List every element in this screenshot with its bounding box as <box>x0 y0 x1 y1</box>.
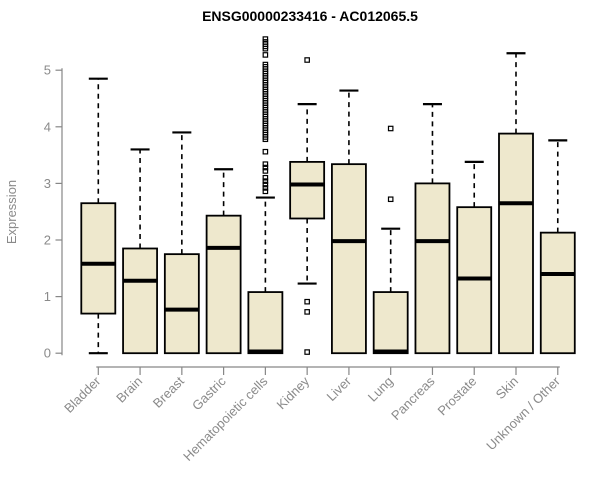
outlier-point <box>304 57 310 63</box>
box <box>205 214 242 355</box>
x-category-label: Gastric <box>189 373 229 413</box>
box <box>289 160 326 220</box>
y-tick-label: 2 <box>44 233 51 248</box>
box <box>498 132 534 355</box>
box <box>372 291 409 355</box>
box <box>122 247 158 355</box>
box <box>539 231 576 355</box>
box <box>80 202 117 315</box>
box <box>331 163 367 355</box>
chart-title: ENSG00000233416 - AC012065.5 <box>202 8 418 24</box>
box <box>163 253 200 355</box>
x-category-label: Kidney <box>274 373 313 412</box>
outlier-point <box>262 185 269 191</box>
outlier-point <box>262 36 269 42</box>
y-tick-label: 3 <box>44 176 51 191</box>
box <box>414 182 451 355</box>
y-tick-label: 1 <box>44 289 51 304</box>
outlier-point <box>262 148 269 155</box>
outlier-point <box>262 61 269 68</box>
outlier-point <box>262 161 269 167</box>
outlier-point <box>262 168 269 174</box>
y-tick-label: 4 <box>44 119 51 134</box>
outlier-point <box>304 349 310 355</box>
x-category-label: Pancreas <box>388 373 438 423</box>
y-tick-label: 5 <box>44 63 51 78</box>
x-category-label: Breast <box>150 373 187 410</box>
y-tick-label: 0 <box>44 346 51 361</box>
outlier-point <box>262 164 269 171</box>
outlier-point <box>262 181 269 188</box>
outlier-point <box>262 52 269 58</box>
x-category-label: Bladder <box>61 373 104 416</box>
outlier-point <box>304 309 310 315</box>
box <box>247 291 284 355</box>
x-category-label: Skin <box>493 374 521 402</box>
x-category-label: Brain <box>113 374 145 406</box>
x-category-label: Prostate <box>435 374 480 419</box>
outlier-point <box>262 174 269 181</box>
x-category-label: Unknown / Other <box>483 373 563 453</box>
outlier-point <box>387 196 394 203</box>
outlier-point <box>262 188 269 195</box>
y-axis-label: Expression <box>4 180 19 244</box>
outlier-point <box>262 178 269 184</box>
x-category-label: Lung <box>365 374 396 405</box>
x-category-label: Liver <box>324 373 355 404</box>
outlier-point <box>304 298 310 305</box>
outlier-point <box>262 39 269 45</box>
outlier-point <box>387 125 394 132</box>
